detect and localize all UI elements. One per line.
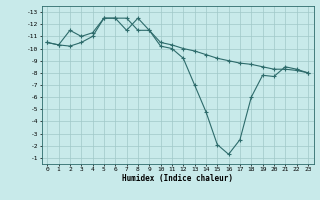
X-axis label: Humidex (Indice chaleur): Humidex (Indice chaleur) xyxy=(122,174,233,183)
